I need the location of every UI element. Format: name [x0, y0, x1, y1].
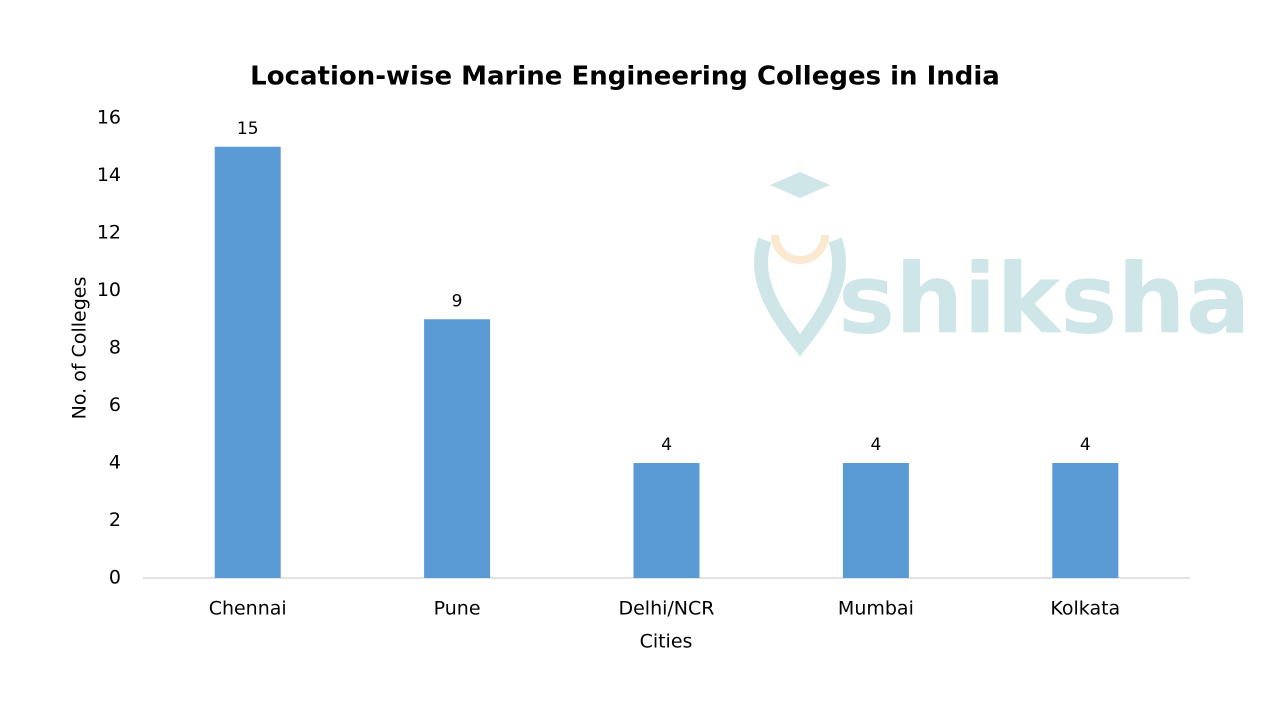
chart-title: Location-wise Marine Engineering College…	[250, 62, 1000, 92]
bar	[633, 463, 700, 578]
data-label: 4	[870, 435, 881, 455]
y-tick-label: 10	[97, 279, 121, 301]
watermark-logo	[753, 172, 847, 357]
bar	[214, 146, 281, 578]
data-label: 9	[452, 291, 463, 311]
y-tick-label: 2	[109, 509, 121, 531]
data-label: 4	[661, 435, 672, 455]
y-tick-label: 4	[109, 452, 121, 474]
y-tick-label: 14	[97, 164, 121, 186]
x-axis-label: Cities	[640, 631, 693, 653]
y-tick-label: 16	[97, 107, 121, 129]
y-tick-label: 8	[109, 337, 121, 359]
y-tick-label: 12	[97, 222, 121, 244]
bar	[1052, 463, 1119, 578]
watermark-arc	[771, 234, 829, 264]
x-tick-label: Kolkata	[1050, 598, 1120, 620]
y-tick-label: 6	[109, 394, 121, 416]
data-label: 4	[1080, 435, 1091, 455]
bar	[424, 319, 491, 578]
data-label: 15	[237, 119, 259, 139]
x-tick-label: Mumbai	[838, 598, 914, 620]
x-tick-label: Pune	[434, 598, 481, 620]
watermark-cap	[770, 172, 830, 198]
bar	[842, 463, 909, 578]
watermark-shape	[753, 237, 847, 357]
y-tick-label: 0	[109, 567, 121, 589]
x-tick-label: Chennai	[209, 598, 287, 620]
y-axis-label: No. of Colleges	[69, 277, 91, 420]
watermark-text: shiksha	[838, 243, 1251, 355]
x-tick-label: Delhi/NCR	[618, 598, 714, 620]
